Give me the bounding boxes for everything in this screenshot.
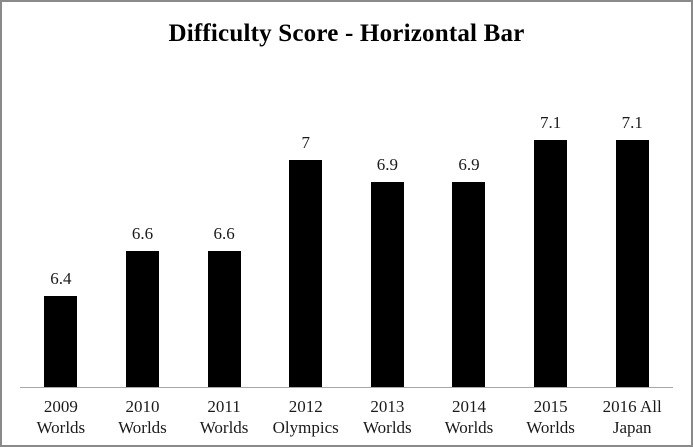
- bar-wrap: 7: [289, 114, 323, 387]
- category-label: 2011 Worlds: [199, 397, 249, 437]
- bar: [207, 251, 241, 387]
- bar-wrap: 6.6: [125, 114, 159, 387]
- category-axis: 2009 Worlds 2010 Worlds 2011 Worlds 2012 Olympi…: [20, 396, 673, 438]
- bar-group: 6.9: [428, 114, 510, 387]
- bar-value-label: 7.1: [539, 113, 562, 132]
- category-label: 2015 Worlds: [526, 397, 575, 437]
- bar-wrap: 6.6: [207, 114, 241, 387]
- category-label: 2016 All Japan: [602, 397, 662, 437]
- bar-value-label: 7.1: [621, 113, 643, 132]
- bar-value-label: 6.9: [376, 155, 398, 174]
- category-label: 2009 Worlds: [36, 397, 86, 437]
- bar-value-label: 6.9: [458, 155, 480, 174]
- bar-group: 7.1: [510, 114, 592, 387]
- bar-wrap: 6.4: [44, 114, 78, 387]
- chart-title: Difficulty Score - Horizontal Bar: [168, 20, 525, 47]
- bar-value-label: 6.6: [131, 224, 154, 243]
- bar: [44, 296, 78, 387]
- bar: [289, 160, 323, 387]
- bar-value-label: 6.4: [50, 269, 72, 288]
- bar-group: 6.4: [20, 114, 102, 387]
- bar: [370, 182, 404, 387]
- bar: [125, 251, 159, 387]
- category-label: 2012 Olympics: [272, 397, 339, 437]
- bar-wrap: 6.9: [452, 114, 486, 387]
- plot-area: 6.4 6.6 6.6 7 6.9 6.9 7.1 7.1: [20, 114, 673, 388]
- bar-wrap: 6.9: [370, 114, 404, 387]
- bar: [534, 140, 568, 387]
- bar-group: 6.6: [102, 114, 184, 387]
- bar-group: 7: [265, 114, 347, 387]
- bar-group: 6.6: [183, 114, 265, 387]
- category-label: 2014 Worlds: [444, 397, 494, 437]
- category-label: 2010 Worlds: [118, 397, 167, 437]
- bar-value-label: 6.6: [213, 224, 235, 243]
- bar: [452, 182, 486, 387]
- bar-group: 6.9: [347, 114, 429, 387]
- bar-wrap: 7.1: [534, 113, 568, 387]
- bar-group: 7.1: [591, 114, 673, 387]
- category-label: 2013 Worlds: [362, 397, 412, 437]
- bar: [615, 140, 649, 387]
- bar-wrap: 7.1: [615, 113, 649, 387]
- bar-value-label: 7: [301, 133, 310, 152]
